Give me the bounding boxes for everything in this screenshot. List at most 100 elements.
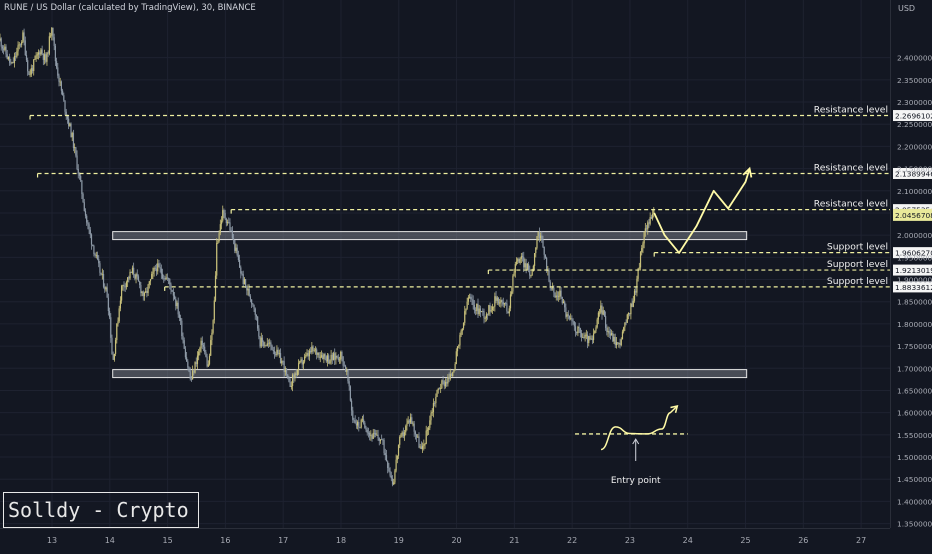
- time-tick-label: 23: [625, 536, 635, 545]
- candle-body: [136, 274, 138, 277]
- candle-body: [182, 336, 184, 341]
- candle-body: [207, 364, 209, 367]
- candle-body: [478, 308, 480, 315]
- price-tick-label: 2.2500000: [897, 120, 932, 129]
- candle-body: [253, 304, 255, 309]
- candle-body: [647, 222, 649, 230]
- candle-body: [473, 305, 475, 311]
- candle-body: [535, 247, 537, 254]
- candle-body: [159, 267, 161, 269]
- candle-body: [383, 440, 385, 454]
- candle-body: [123, 284, 125, 287]
- candle-body: [137, 276, 140, 282]
- candle-body: [509, 294, 512, 309]
- candle-body: [505, 302, 507, 304]
- candle-body: [202, 345, 205, 347]
- candle-body: [98, 259, 100, 264]
- candle-body: [94, 254, 96, 256]
- candle-body: [69, 123, 71, 126]
- price-axis: 2.26961022.13899462.05753541.96062701.92…: [893, 54, 932, 529]
- candle-body: [612, 333, 614, 342]
- candle-body: [208, 355, 211, 365]
- candle-body: [328, 355, 330, 364]
- resistance-level-label: Resistance level: [814, 105, 888, 116]
- candle-body: [121, 285, 123, 301]
- candle-body: [238, 260, 241, 268]
- candle-body: [49, 35, 52, 37]
- candle-body: [173, 295, 176, 300]
- candle-body: [176, 302, 178, 307]
- candle-body: [467, 297, 469, 302]
- candle-body: [338, 359, 341, 361]
- candle-body: [43, 54, 46, 60]
- candle-body: [576, 331, 578, 334]
- candle-body: [621, 331, 624, 340]
- candle-body: [381, 439, 383, 441]
- candle-body: [4, 46, 6, 50]
- candle-body: [419, 446, 421, 448]
- time-tick-label: 21: [509, 536, 519, 545]
- time-tick-label: 14: [105, 536, 115, 545]
- candle-body: [524, 263, 526, 268]
- candle-body: [580, 332, 583, 338]
- candle-body: [157, 263, 159, 272]
- price-tick-label: 1.5500000: [897, 431, 932, 440]
- candle-body: [196, 355, 199, 365]
- candle-body: [70, 123, 72, 138]
- candle-body: [311, 346, 313, 353]
- candle-body: [490, 310, 492, 312]
- candle-body: [46, 52, 48, 62]
- candle-body: [236, 247, 238, 256]
- candle-body: [571, 318, 573, 321]
- price-series: [0, 27, 655, 487]
- price-tick-label: 1.4000000: [897, 497, 932, 506]
- candle-body: [334, 353, 336, 360]
- candle-body: [153, 267, 155, 272]
- candle-body: [395, 459, 397, 471]
- candle-body: [86, 215, 88, 223]
- candle-body: [429, 420, 431, 428]
- candle-body: [288, 377, 290, 382]
- candle-body: [33, 59, 35, 72]
- candle-body: [437, 388, 439, 391]
- candle-body: [354, 420, 356, 424]
- candle-body: [0, 38, 2, 47]
- candle-body: [431, 412, 433, 414]
- candle-body: [64, 100, 66, 112]
- candle-body: [369, 432, 371, 436]
- candle-body: [87, 222, 89, 225]
- candle-body: [28, 71, 30, 75]
- candle-body: [578, 326, 580, 329]
- candle-body: [222, 210, 224, 221]
- candle-body: [106, 287, 108, 298]
- candle-body: [133, 267, 135, 275]
- candle-body: [130, 271, 132, 273]
- candle-body: [620, 339, 622, 346]
- candle-body: [88, 224, 90, 230]
- candle-body: [40, 49, 42, 55]
- candle-body: [308, 350, 311, 357]
- candle-body: [273, 351, 276, 355]
- candle-body: [100, 272, 102, 275]
- candle-body: [403, 432, 406, 437]
- time-tick-label: 26: [798, 536, 808, 545]
- candle-body: [636, 278, 638, 293]
- candle-body: [25, 55, 28, 61]
- candle-body: [270, 342, 272, 346]
- projection-arrowhead: [742, 166, 753, 178]
- candle-body: [81, 180, 83, 195]
- entry-pointer-arrowhead: [632, 438, 640, 445]
- candle-body: [285, 368, 288, 375]
- candle-body: [426, 429, 429, 431]
- candle-body: [637, 268, 639, 279]
- candle-body: [187, 361, 189, 368]
- level-price-tag-bg: [893, 281, 932, 293]
- candle-body: [495, 296, 497, 301]
- candle-body: [312, 346, 314, 351]
- time-tick-label: 20: [451, 536, 461, 545]
- candle-body: [62, 90, 64, 96]
- candle-body: [523, 257, 525, 268]
